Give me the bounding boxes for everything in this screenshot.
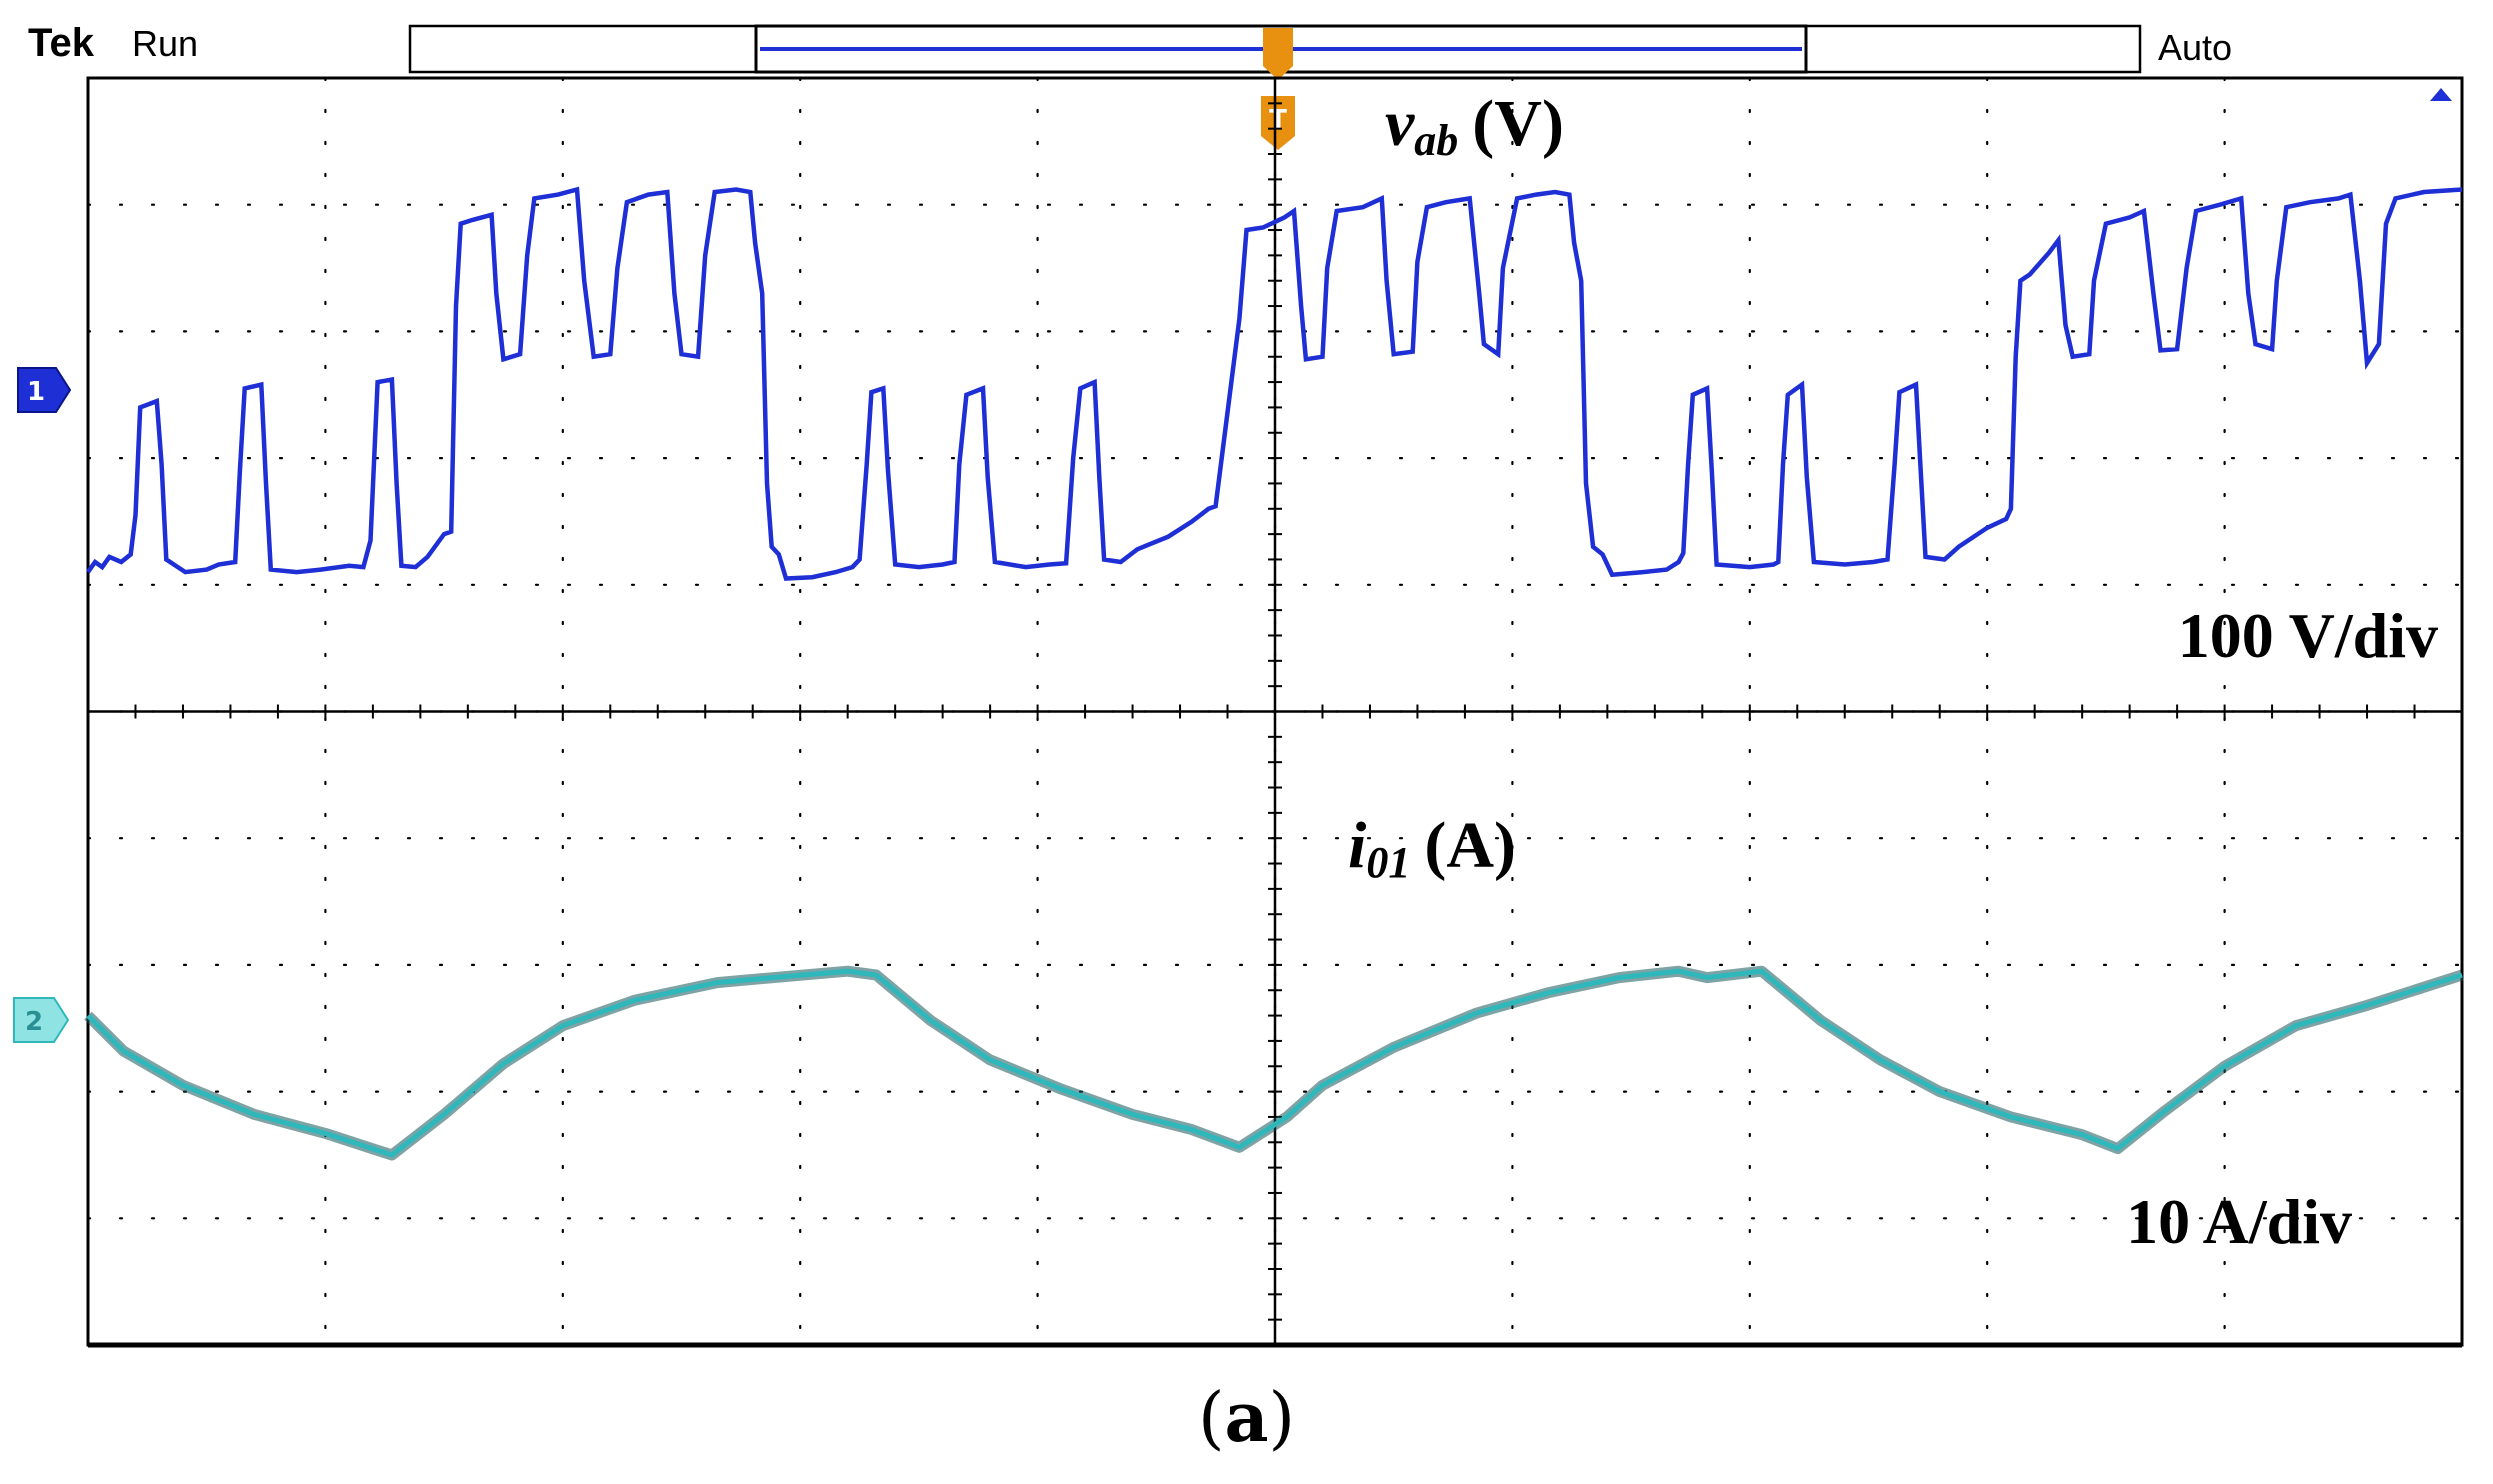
channel-2-trace xyxy=(86,968,2463,1158)
channel-1-trace xyxy=(86,186,2463,581)
channel-1-unit: (V) xyxy=(1472,87,1564,160)
caption-open: ( xyxy=(1197,1379,1225,1458)
channel-2-marker-label: 2 xyxy=(25,1007,43,1037)
channel-1-signal: v xyxy=(1385,87,1415,160)
channel-2-scale: 10 A/div xyxy=(2126,1186,2352,1257)
ch1-offscreen-indicator-icon xyxy=(2430,88,2452,101)
trigger-marker-icon: T xyxy=(1261,96,1295,150)
channel-2-marker: 2 xyxy=(13,997,70,1043)
channel-2-label: i01 (A) xyxy=(1348,809,1516,887)
channel-1-subscript: ab xyxy=(1414,116,1458,165)
run-state: Run xyxy=(132,23,198,64)
channel-1-marker: 1 xyxy=(17,367,72,413)
channel-2-unit: (A) xyxy=(1424,809,1516,882)
trigger-position-icon xyxy=(1263,28,1293,80)
trigger-marker-label: T xyxy=(1269,105,1287,135)
caption-letter: a xyxy=(1224,1378,1269,1458)
channel-2-subscript: 01 xyxy=(1366,838,1410,887)
channel-1-label: vab (V) xyxy=(1385,87,1564,165)
graticule xyxy=(86,76,2464,1348)
channel-1-scale: 100 V/div xyxy=(2178,600,2438,671)
channel-1-marker-label: 1 xyxy=(27,377,45,407)
figure-caption: (a) xyxy=(0,1378,2493,1458)
brand-logo: Tek xyxy=(28,21,95,65)
caption-close: ) xyxy=(1268,1379,1296,1458)
trigger-mode: Auto xyxy=(2158,27,2232,68)
oscilloscope-display: Tek Run Auto T 1 2 vab (V) 100 V/div i01 (… xyxy=(13,21,2464,1348)
channel-2-signal: i xyxy=(1348,809,1367,882)
